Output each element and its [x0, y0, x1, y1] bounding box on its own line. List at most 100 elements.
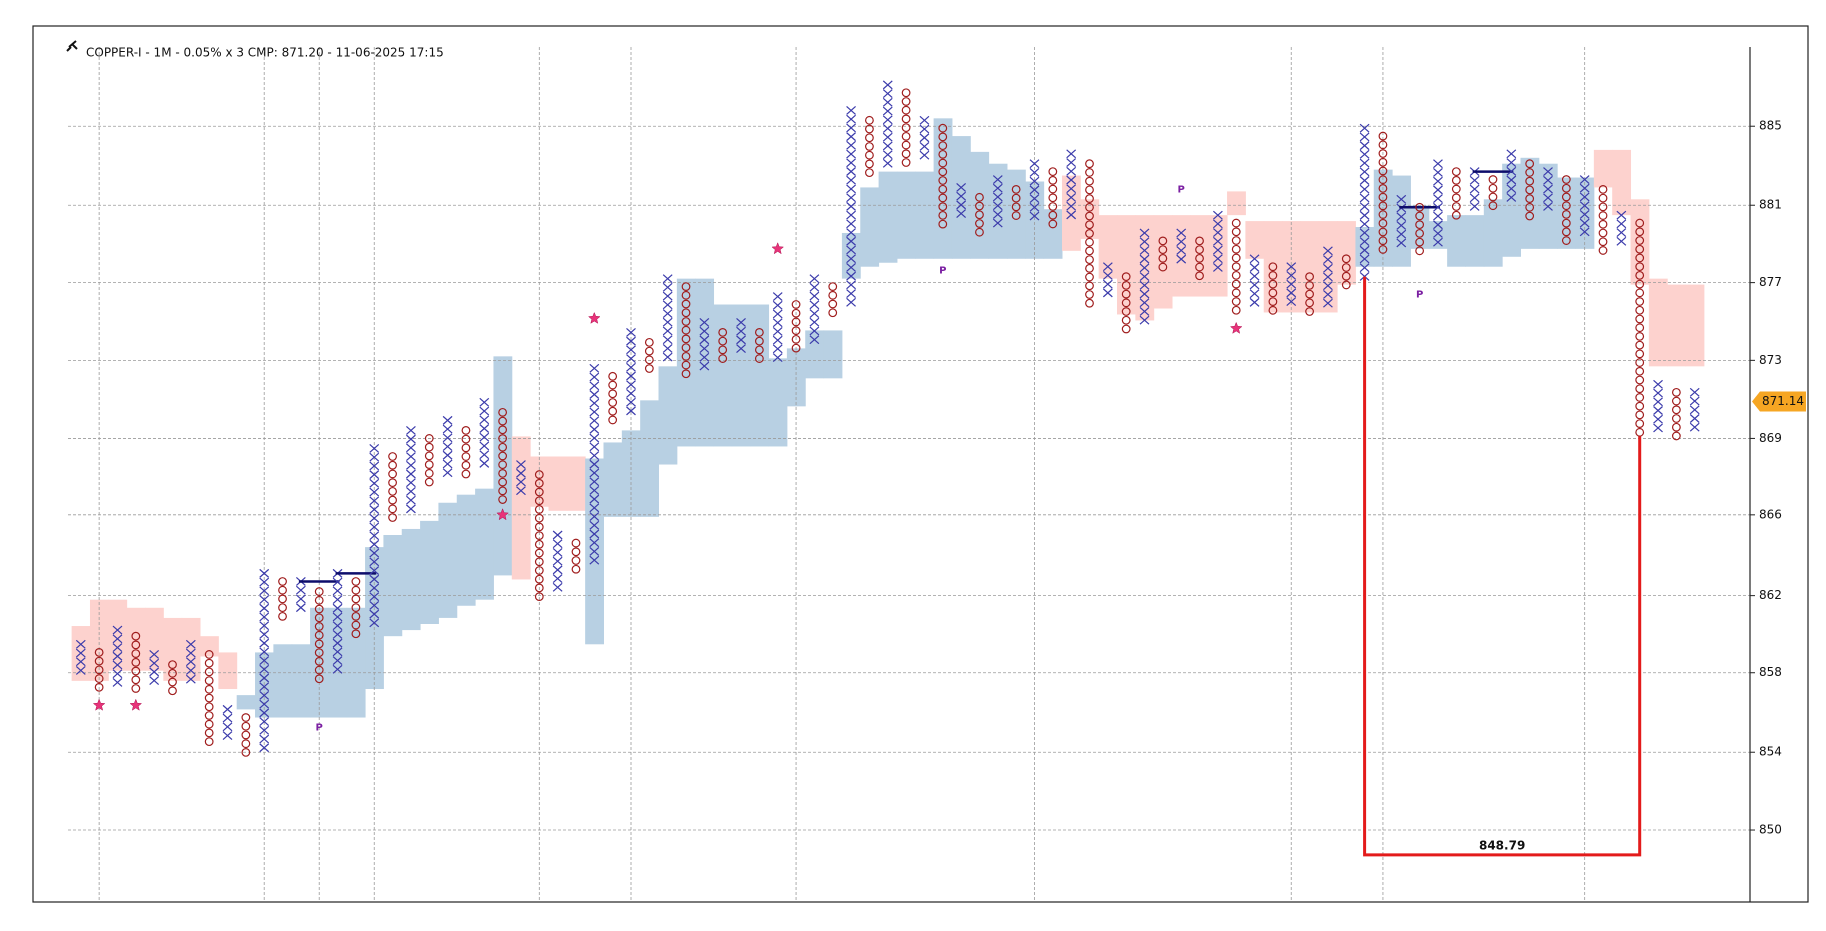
o-column: [1341, 254, 1351, 290]
x-box: [1396, 238, 1407, 248]
x-box: [772, 309, 783, 319]
o-box: [94, 665, 104, 675]
o-box: [1305, 289, 1314, 299]
x-column: [1396, 194, 1407, 248]
x-box: [406, 478, 416, 488]
o-box: [1231, 227, 1241, 237]
x-box: [1249, 271, 1260, 281]
x-box: [772, 300, 783, 310]
x-box: [992, 209, 1003, 219]
x-box: [259, 656, 270, 666]
o-column: [754, 328, 764, 363]
o-box: [1635, 244, 1645, 254]
o-box: [1561, 227, 1571, 237]
x-box: [149, 658, 160, 668]
o-box: [681, 360, 691, 370]
o-box: [681, 290, 691, 300]
x-column: [332, 568, 343, 674]
cloud-segment: [860, 187, 880, 267]
x-box: [552, 539, 563, 549]
pattern-label: P: [1178, 184, 1185, 195]
x-box: [75, 639, 86, 649]
o-column: [314, 587, 324, 684]
x-box: [1433, 167, 1443, 177]
x-box: [1433, 159, 1443, 169]
x-box: [442, 442, 453, 451]
o-box: [1635, 297, 1645, 306]
cloud-segment: [144, 607, 164, 671]
x-column: [626, 327, 636, 416]
x-box: [846, 289, 856, 299]
x-box: [369, 574, 380, 584]
o-box: [131, 657, 141, 667]
o-box: [314, 595, 324, 605]
cloud-segment: [841, 232, 861, 279]
o-box: [1488, 175, 1498, 184]
o-box: [1268, 288, 1278, 298]
cloud-segment: [676, 278, 696, 447]
o-box: [1011, 211, 1021, 220]
o-box: [901, 123, 911, 133]
price-tag-label: 871.14: [1762, 394, 1804, 408]
o-box: [571, 556, 581, 565]
x-box: [1359, 263, 1370, 273]
x-box: [1359, 176, 1370, 185]
o-box: [718, 345, 728, 355]
x-box: [1139, 306, 1150, 316]
o-box: [1635, 401, 1645, 411]
x-box: [1212, 228, 1223, 238]
o-box: [1121, 298, 1131, 308]
x-box: [846, 254, 856, 264]
x-box: [1139, 263, 1150, 273]
o-column: [351, 577, 361, 639]
o-box: [1085, 246, 1094, 256]
x-box: [149, 676, 160, 686]
o-box: [278, 577, 287, 586]
x-column: [1249, 254, 1260, 307]
x-box: [112, 625, 123, 635]
o-box: [1635, 410, 1645, 420]
o-box: [278, 585, 287, 595]
o-box: [1231, 270, 1241, 280]
x-box: [1689, 422, 1700, 432]
chart-frame: [32, 25, 1809, 903]
o-box: [938, 219, 948, 229]
o-box: [1195, 236, 1204, 246]
x-box: [589, 538, 600, 548]
x-box: [185, 639, 196, 649]
x-box: [809, 300, 820, 310]
cloud-segment: [1061, 175, 1081, 251]
o-box: [791, 308, 801, 318]
o-box: [901, 105, 911, 115]
x-box: [1212, 254, 1223, 264]
x-box: [295, 603, 306, 613]
o-box: [1561, 201, 1571, 211]
o-column: [1048, 167, 1058, 229]
x-column: [1066, 149, 1077, 220]
x-box: [809, 326, 820, 336]
o-box: [1378, 183, 1388, 193]
x-box: [406, 443, 416, 453]
x-box: [1249, 254, 1260, 264]
cloud-segment: [200, 636, 219, 657]
y-tick-label: 850: [1759, 823, 1782, 837]
x-column: [516, 460, 526, 496]
x-column: [149, 649, 160, 686]
cloud-segment: [493, 356, 513, 576]
o-box: [1525, 194, 1535, 203]
o-box: [1048, 210, 1058, 220]
settings-icon[interactable]: [66, 40, 78, 52]
x-box: [516, 468, 526, 478]
x-box: [662, 335, 673, 345]
o-box: [865, 133, 874, 143]
o-box: [608, 415, 618, 425]
x-box: [1653, 406, 1663, 415]
x-box: [846, 228, 856, 237]
o-box: [1378, 157, 1388, 167]
x-box: [479, 458, 490, 468]
x-box: [1579, 175, 1590, 184]
o-box: [1635, 419, 1645, 428]
o-box: [498, 442, 508, 452]
o-box: [1635, 375, 1645, 385]
o-box: [644, 337, 654, 347]
